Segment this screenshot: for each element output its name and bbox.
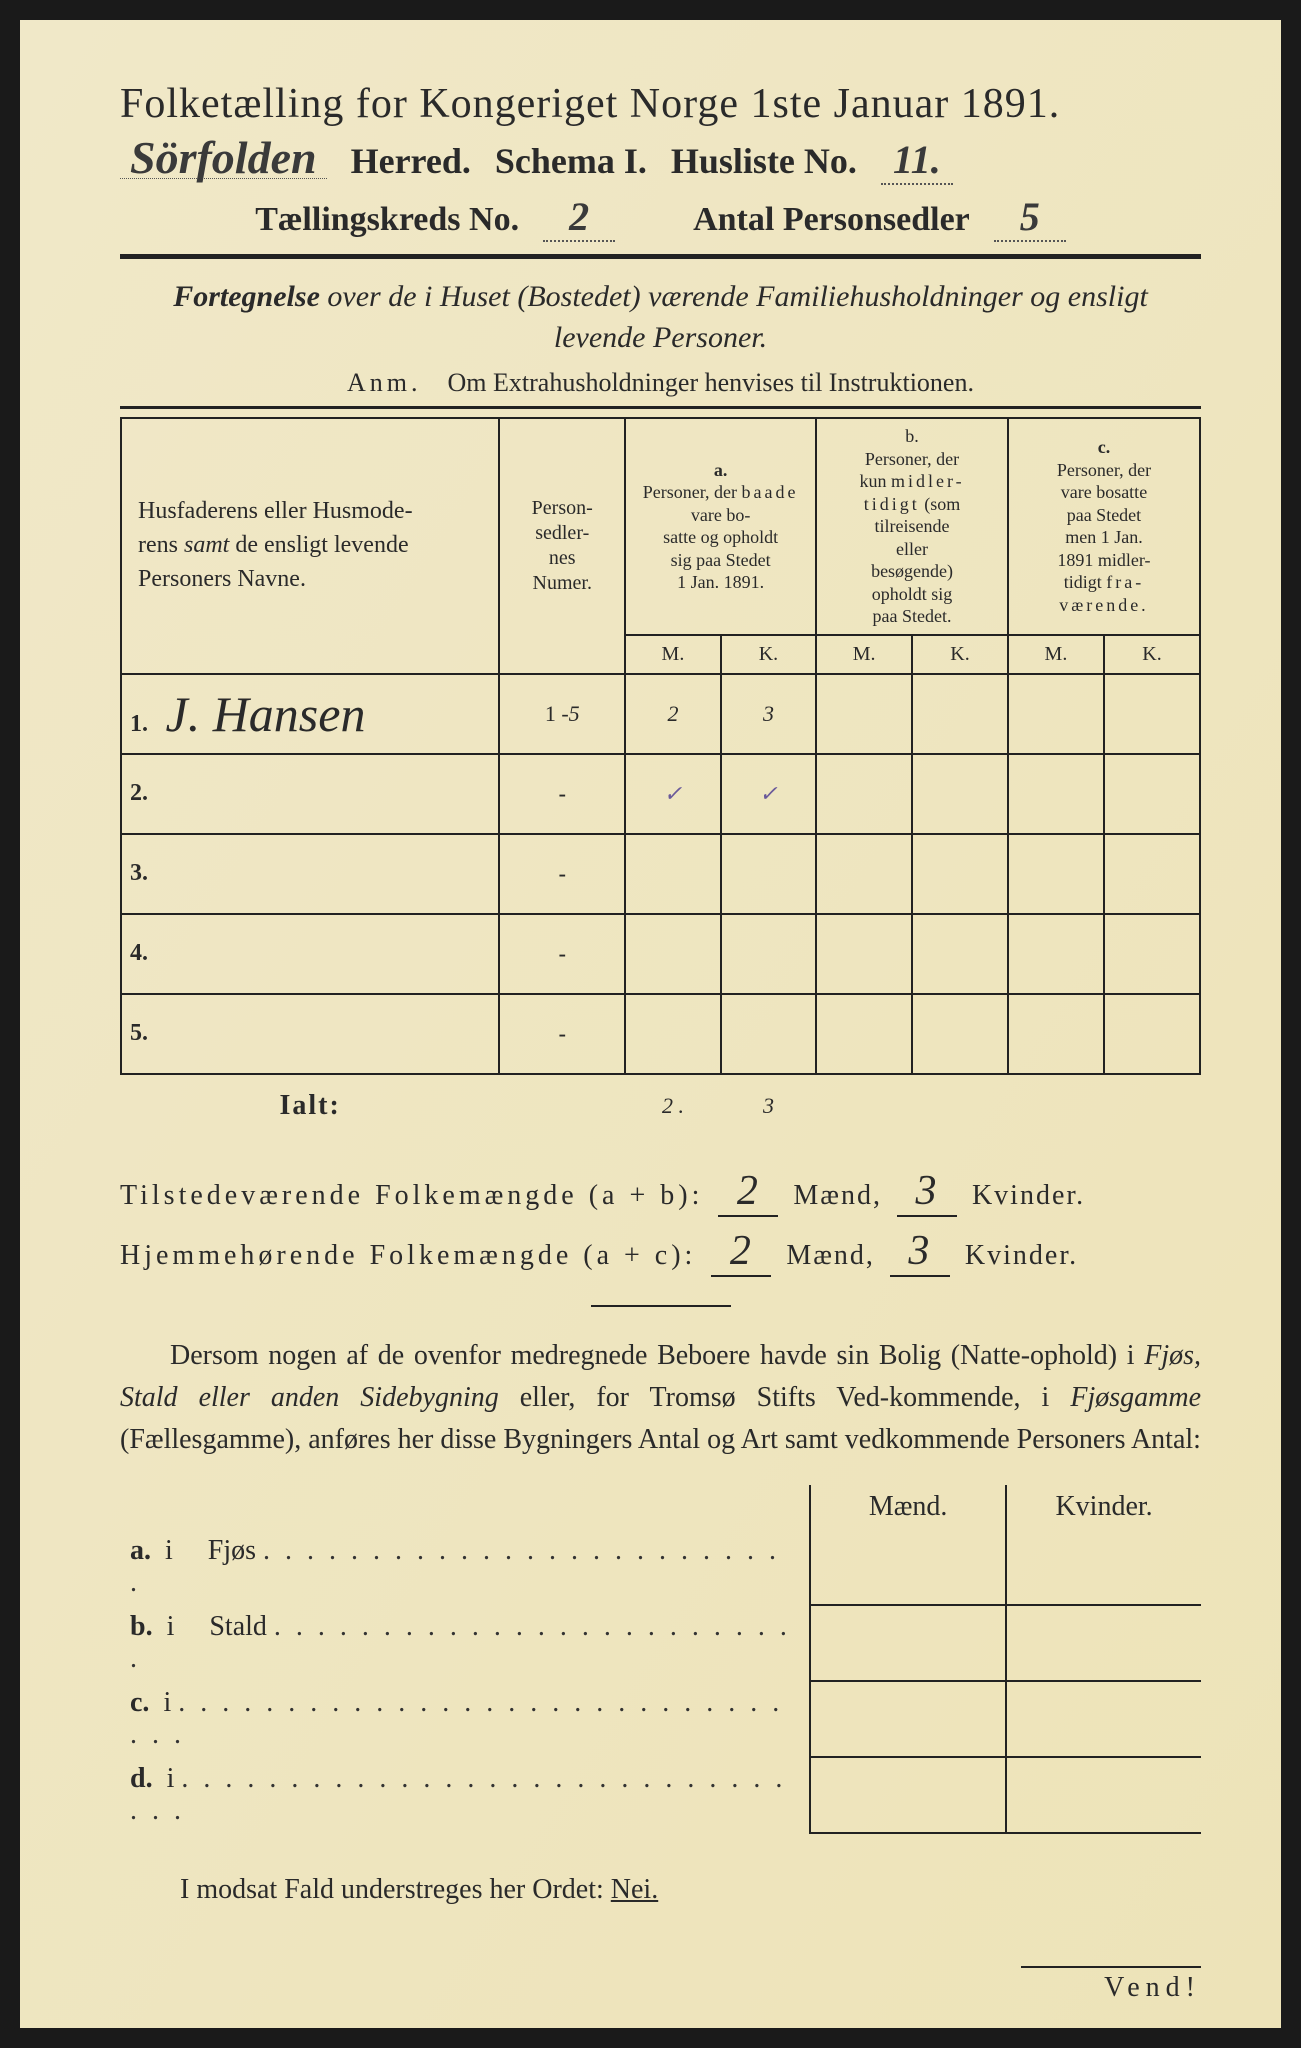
bt-maend: Mænd.: [810, 1485, 1006, 1529]
cell-a-m: ✓: [625, 754, 721, 834]
divider: [120, 254, 1201, 259]
bt-row: b. i Stald . . . . . . . . . . . . . . .…: [120, 1605, 1201, 1681]
personsedler-no: 5: [994, 193, 1066, 242]
cell-c-m: [1008, 754, 1104, 834]
subtitle: FFortegnelse over de i Huset (Bostedet) …: [120, 277, 1201, 358]
kreds-label: Tællingskreds No.: [255, 201, 519, 239]
col-header-c: c.Personer, dervare bosattepaa Stedetmen…: [1008, 418, 1200, 635]
header-line-2: Sörfolden Herred. Schema I. Husliste No.…: [120, 136, 1201, 185]
table-row: 4. -: [121, 914, 1200, 994]
ialt-k: 3: [721, 1074, 816, 1137]
table-row: 1. J. Hansen 1 -5 2 3: [121, 674, 1200, 754]
bt-kvinder: Kvinder.: [1006, 1485, 1201, 1529]
ialt-m: 2 .: [625, 1074, 721, 1137]
cell-b-k: [912, 674, 1008, 754]
personsedler-label: Antal Personsedler: [693, 201, 970, 239]
name-handwritten: J. Hansen: [166, 686, 366, 742]
anm-line: Anm. Om Extrahusholdninger henvises til …: [120, 368, 1201, 398]
cell-num: -: [499, 834, 625, 914]
nei: Nei.: [611, 1874, 658, 1905]
col-header-b: b.Personer, derkun midler-tidigt (somtil…: [816, 418, 1008, 635]
husliste-label: Husliste No.: [671, 140, 857, 182]
col-header-num: Person- sedler- nes Numer.: [499, 418, 625, 674]
subtitle-fortegnelse: F: [173, 280, 193, 313]
modsat-line: I modsat Fald understreges her Ordet: Ne…: [180, 1874, 1201, 1906]
instruction-paragraph: Dersom nogen af de ovenfor medregnede Be…: [120, 1335, 1201, 1461]
col-m: M.: [816, 635, 912, 674]
cell-b-k: [912, 754, 1008, 834]
cell-num: 1 -5: [499, 674, 625, 754]
col-k: K.: [1104, 635, 1200, 674]
col-header-name: Husfaderens eller Husmode- rens samt de …: [121, 418, 499, 674]
anm-text: Om Extrahusholdninger henvises til Instr…: [448, 368, 974, 397]
short-divider: [591, 1305, 731, 1307]
cell-num: -: [499, 914, 625, 994]
table-row: 2. - ✓ ✓: [121, 754, 1200, 834]
vend-label: Vend!: [1021, 1966, 1201, 2004]
cell-b-m: [816, 674, 912, 754]
col-m: M.: [1008, 635, 1104, 674]
herred-label: Herred.: [351, 140, 471, 182]
cell-a-k: 3: [721, 674, 816, 754]
tilstede-m: 2: [718, 1167, 778, 1217]
bt-row: a. i Fjøs . . . . . . . . . . . . . . . …: [120, 1529, 1201, 1605]
col-k: K.: [912, 635, 1008, 674]
anm-label: Anm.: [347, 368, 422, 397]
page-title: Folketælling for Kongeriget Norge 1ste J…: [120, 80, 1201, 128]
cell-a-m: 2: [625, 674, 721, 754]
summary-tilstede: Tilstedeværende Folkemængde (a + b): 2 M…: [120, 1167, 1201, 1217]
summary-hjemme: Hjemmehørende Folkemængde (a + c): 2 Mæn…: [120, 1227, 1201, 1277]
cell-c-k: [1104, 674, 1200, 754]
hjemme-k: 3: [890, 1227, 950, 1277]
ialt-row: Ialt: 2 . 3: [121, 1074, 1200, 1137]
census-table: Husfaderens eller Husmode- rens samt de …: [120, 417, 1201, 1137]
building-table: Mænd. Kvinder. a. i Fjøs . . . . . . . .…: [120, 1485, 1201, 1834]
hjemme-m: 2: [711, 1227, 771, 1277]
table-row: 3. -: [121, 834, 1200, 914]
tilstede-k: 3: [897, 1167, 957, 1217]
table-row: 5. -: [121, 994, 1200, 1074]
husliste-no: 11.: [881, 136, 953, 185]
col-header-a: a. Personer, der baade vare bo-satte og …: [625, 418, 816, 635]
cell-num: -: [499, 994, 625, 1074]
col-m: M.: [625, 635, 721, 674]
cell-num: -: [499, 754, 625, 834]
col-k: K.: [721, 635, 816, 674]
cell-c-m: [1008, 674, 1104, 754]
census-form-page: Folketælling for Kongeriget Norge 1ste J…: [0, 0, 1301, 2048]
cell-c-k: [1104, 754, 1200, 834]
schema-label: Schema I.: [495, 140, 647, 182]
herred-handwritten: Sörfolden: [120, 137, 327, 179]
header-line-3: Tællingskreds No. 2 Antal Personsedler 5: [120, 193, 1201, 242]
cell-a-k: ✓: [721, 754, 816, 834]
divider: [120, 406, 1201, 409]
bt-header: Mænd. Kvinder.: [120, 1485, 1201, 1529]
bt-row: d. i . . . . . . . . . . . . . . . . . .…: [120, 1757, 1201, 1833]
bt-row: c. i . . . . . . . . . . . . . . . . . .…: [120, 1681, 1201, 1757]
cell-b-m: [816, 754, 912, 834]
kreds-no: 2: [543, 193, 615, 242]
